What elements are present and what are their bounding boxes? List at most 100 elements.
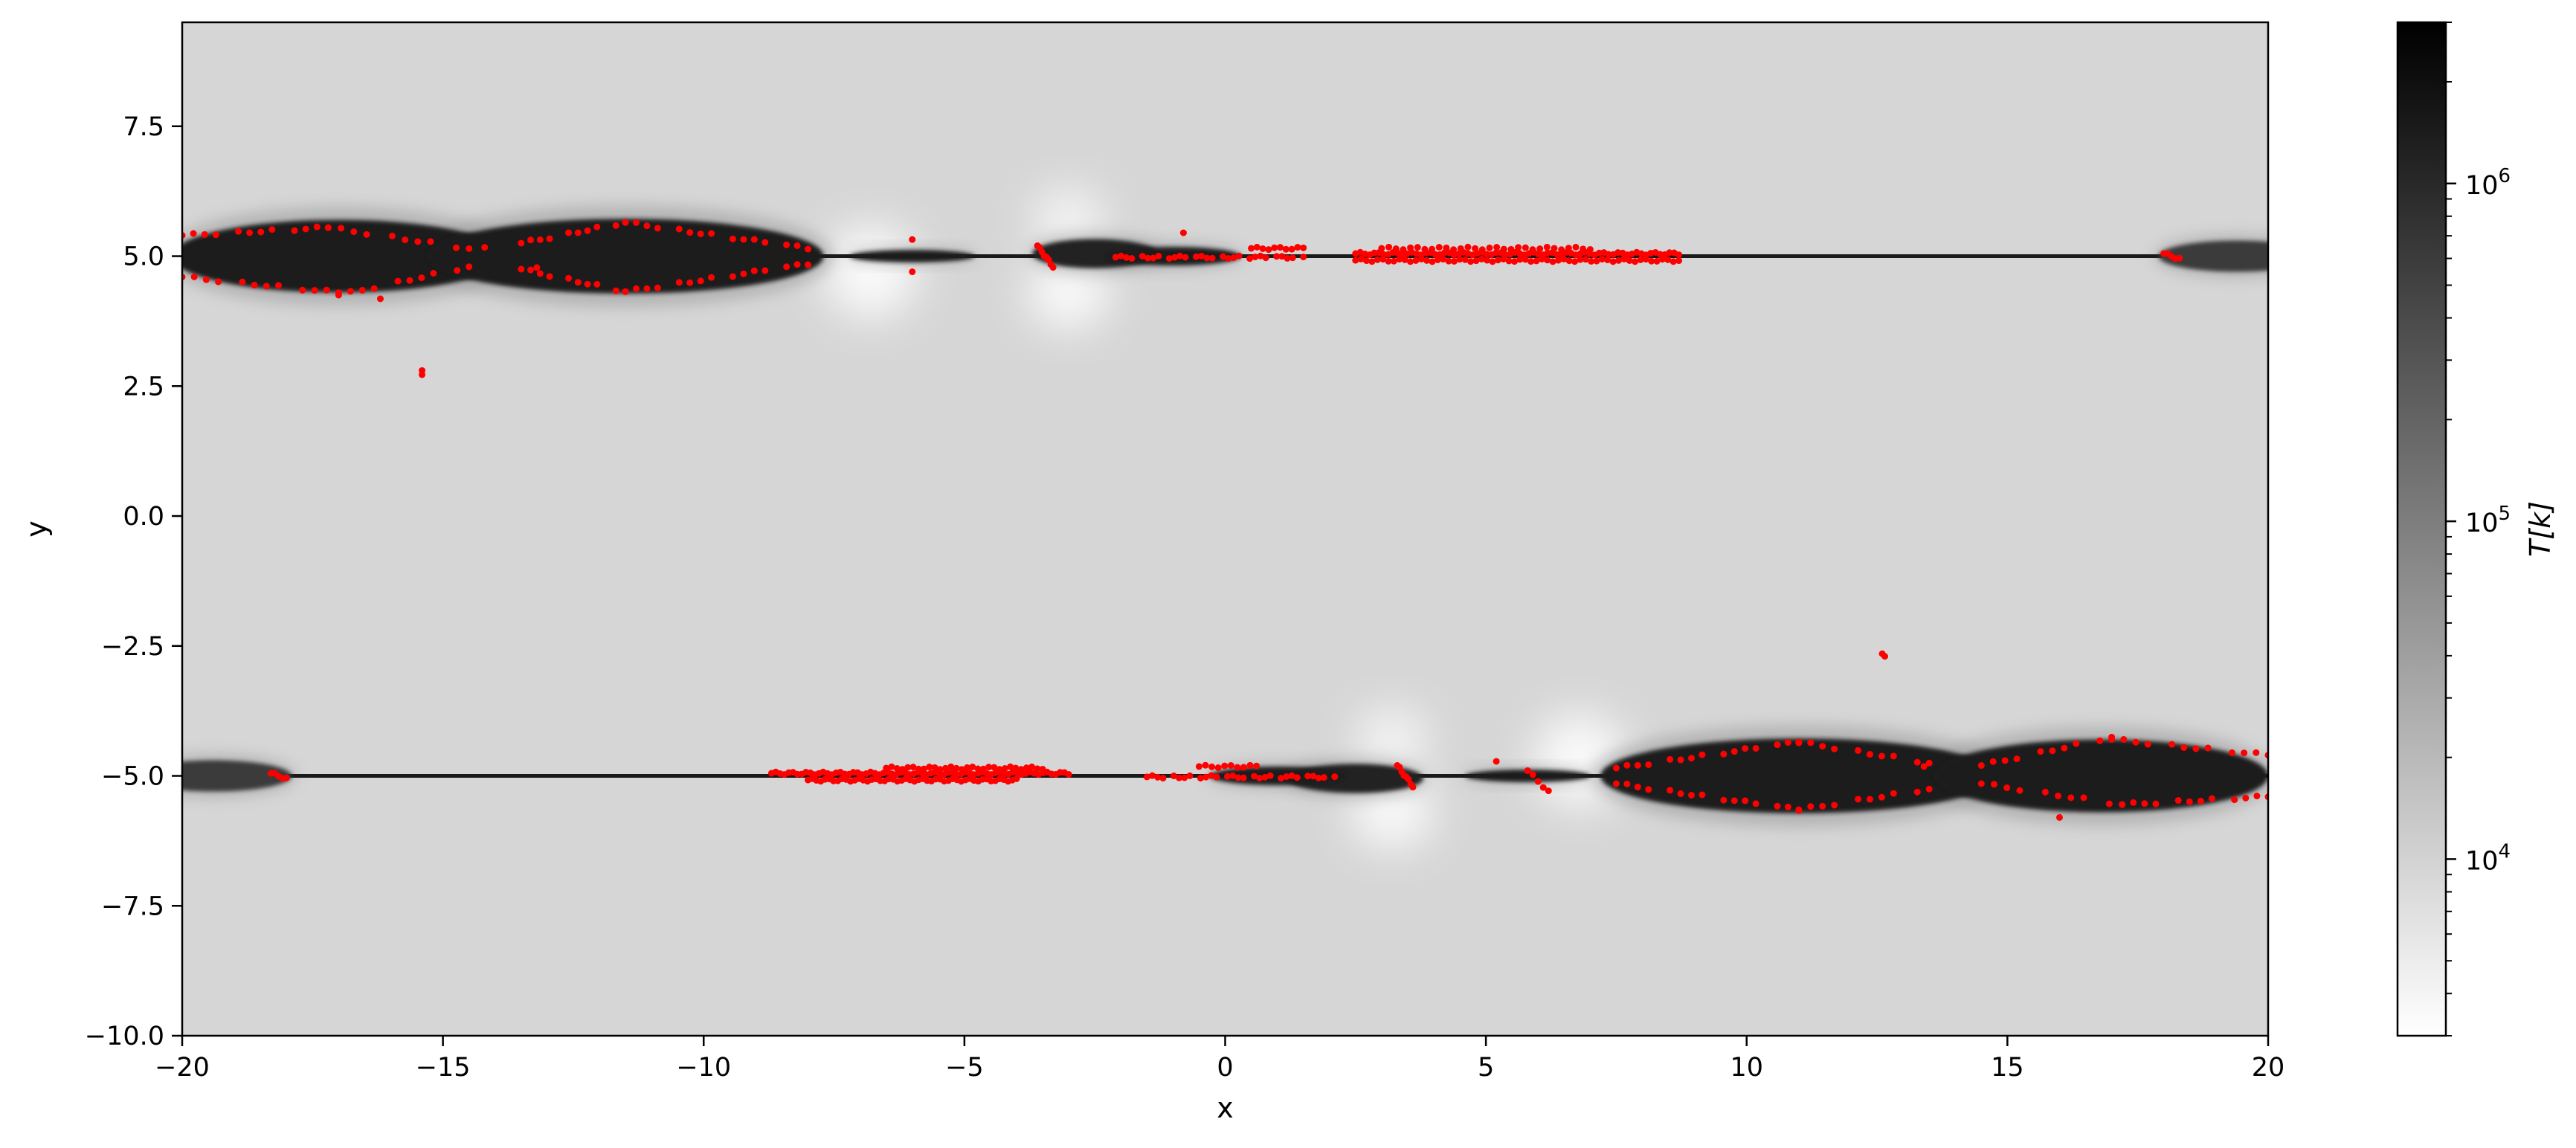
particle-marker: [201, 230, 208, 238]
particle-marker: [565, 274, 573, 282]
particle-marker: [1925, 785, 1933, 793]
particle-marker: [2242, 794, 2250, 802]
particle-marker: [2174, 797, 2182, 804]
x-tick-label: 0: [1217, 1053, 1233, 1083]
particle-marker: [1867, 796, 1873, 803]
particle-marker: [1658, 256, 1666, 263]
particle-marker: [1409, 784, 1417, 791]
particle-marker: [1007, 763, 1014, 770]
particle-marker: [427, 238, 434, 245]
x-tick-label: −15: [416, 1053, 471, 1083]
particle-marker: [740, 236, 747, 243]
particle-marker: [2105, 800, 2113, 807]
particle-marker: [612, 287, 619, 294]
particle-marker: [1300, 244, 1307, 251]
particle-marker: [1648, 257, 1655, 265]
particle-marker: [1235, 252, 1243, 259]
particle-marker: [1282, 245, 1289, 253]
particle-marker: [1378, 245, 1385, 252]
particle-marker: [1612, 780, 1620, 787]
particle-marker: [283, 774, 290, 781]
particle-marker: [1450, 257, 1458, 265]
particle-marker: [1112, 254, 1119, 261]
particle-marker: [324, 224, 332, 231]
particle-marker: [1203, 254, 1211, 262]
particle-marker: [1117, 252, 1124, 259]
particle-marker: [2096, 737, 2104, 744]
particle-marker: [1807, 739, 1815, 746]
particle-marker: [1819, 802, 1826, 810]
particle-marker: [1423, 257, 1431, 264]
hot-island: [2158, 240, 2268, 272]
particle-marker: [761, 267, 769, 274]
particle-marker: [1149, 772, 1156, 779]
colorbar-gradient: [2396, 21, 2447, 1037]
particle-marker: [1539, 784, 1547, 791]
particle-marker: [1289, 254, 1296, 262]
particle-marker: [335, 291, 342, 299]
particle-marker: [1252, 254, 1259, 261]
particle-marker: [964, 764, 971, 771]
particle-marker: [888, 763, 895, 770]
particle-marker: [1195, 763, 1202, 770]
particle-marker: [1675, 257, 1683, 265]
particle-marker: [1202, 761, 1209, 769]
x-axis-title: x: [1217, 1091, 1234, 1124]
particle-marker: [1278, 775, 1285, 782]
particle-marker: [593, 223, 601, 230]
particle-marker: [1262, 254, 1269, 262]
particle-marker: [1831, 745, 1838, 752]
particle-marker: [1991, 781, 1998, 788]
particle-marker: [1500, 255, 1507, 262]
particle-marker: [1253, 243, 1260, 251]
particle-marker: [1551, 245, 1558, 252]
particle-marker: [1478, 255, 1485, 262]
particle-marker: [546, 235, 553, 242]
particle-marker: [675, 225, 683, 233]
particle-marker: [1586, 245, 1594, 253]
particle-marker: [1412, 257, 1420, 264]
particle-marker: [299, 286, 306, 294]
particle-marker: [793, 261, 801, 268]
particle-marker: [1720, 750, 1727, 758]
particle-marker: [1580, 245, 1587, 253]
particle-marker: [536, 270, 544, 277]
y-tick-label: 0.0: [123, 502, 164, 532]
particle-marker: [1417, 255, 1425, 262]
particle-marker: [338, 225, 345, 232]
particle-marker: [1637, 256, 1644, 263]
y-tick-label: −2.5: [101, 632, 164, 662]
particle-marker: [1620, 255, 1628, 262]
y-tick-label: −5.0: [101, 762, 164, 792]
particle-marker: [622, 288, 629, 295]
particle-marker: [1505, 257, 1513, 265]
particle-marker: [1229, 772, 1237, 779]
particle-marker: [1234, 774, 1242, 781]
particle-marker: [1989, 758, 1997, 765]
particle-marker: [1890, 790, 1897, 797]
particle-marker: [212, 231, 219, 239]
particle-marker: [1401, 256, 1408, 263]
particle-marker: [1977, 780, 1985, 787]
particle-marker: [1890, 752, 1897, 760]
particle-marker: [1677, 756, 1684, 764]
particle-marker: [2056, 813, 2063, 821]
particle-marker: [1202, 773, 1210, 781]
particle-marker: [1293, 774, 1301, 781]
particle-marker: [1598, 256, 1606, 263]
particle-marker: [1227, 762, 1234, 770]
particle-marker: [1493, 244, 1501, 251]
particle-marker: [370, 285, 378, 292]
particle-marker: [414, 238, 422, 245]
particle-marker: [263, 283, 270, 290]
particle-marker: [1154, 773, 1162, 781]
particle-marker: [574, 229, 582, 236]
particle-marker: [909, 236, 916, 243]
cool-spot: [823, 225, 918, 319]
particle-marker: [190, 273, 198, 280]
particle-marker: [1515, 244, 1522, 251]
particle-marker: [1522, 256, 1529, 263]
particle-marker: [1396, 256, 1403, 263]
particle-marker: [1461, 256, 1469, 263]
